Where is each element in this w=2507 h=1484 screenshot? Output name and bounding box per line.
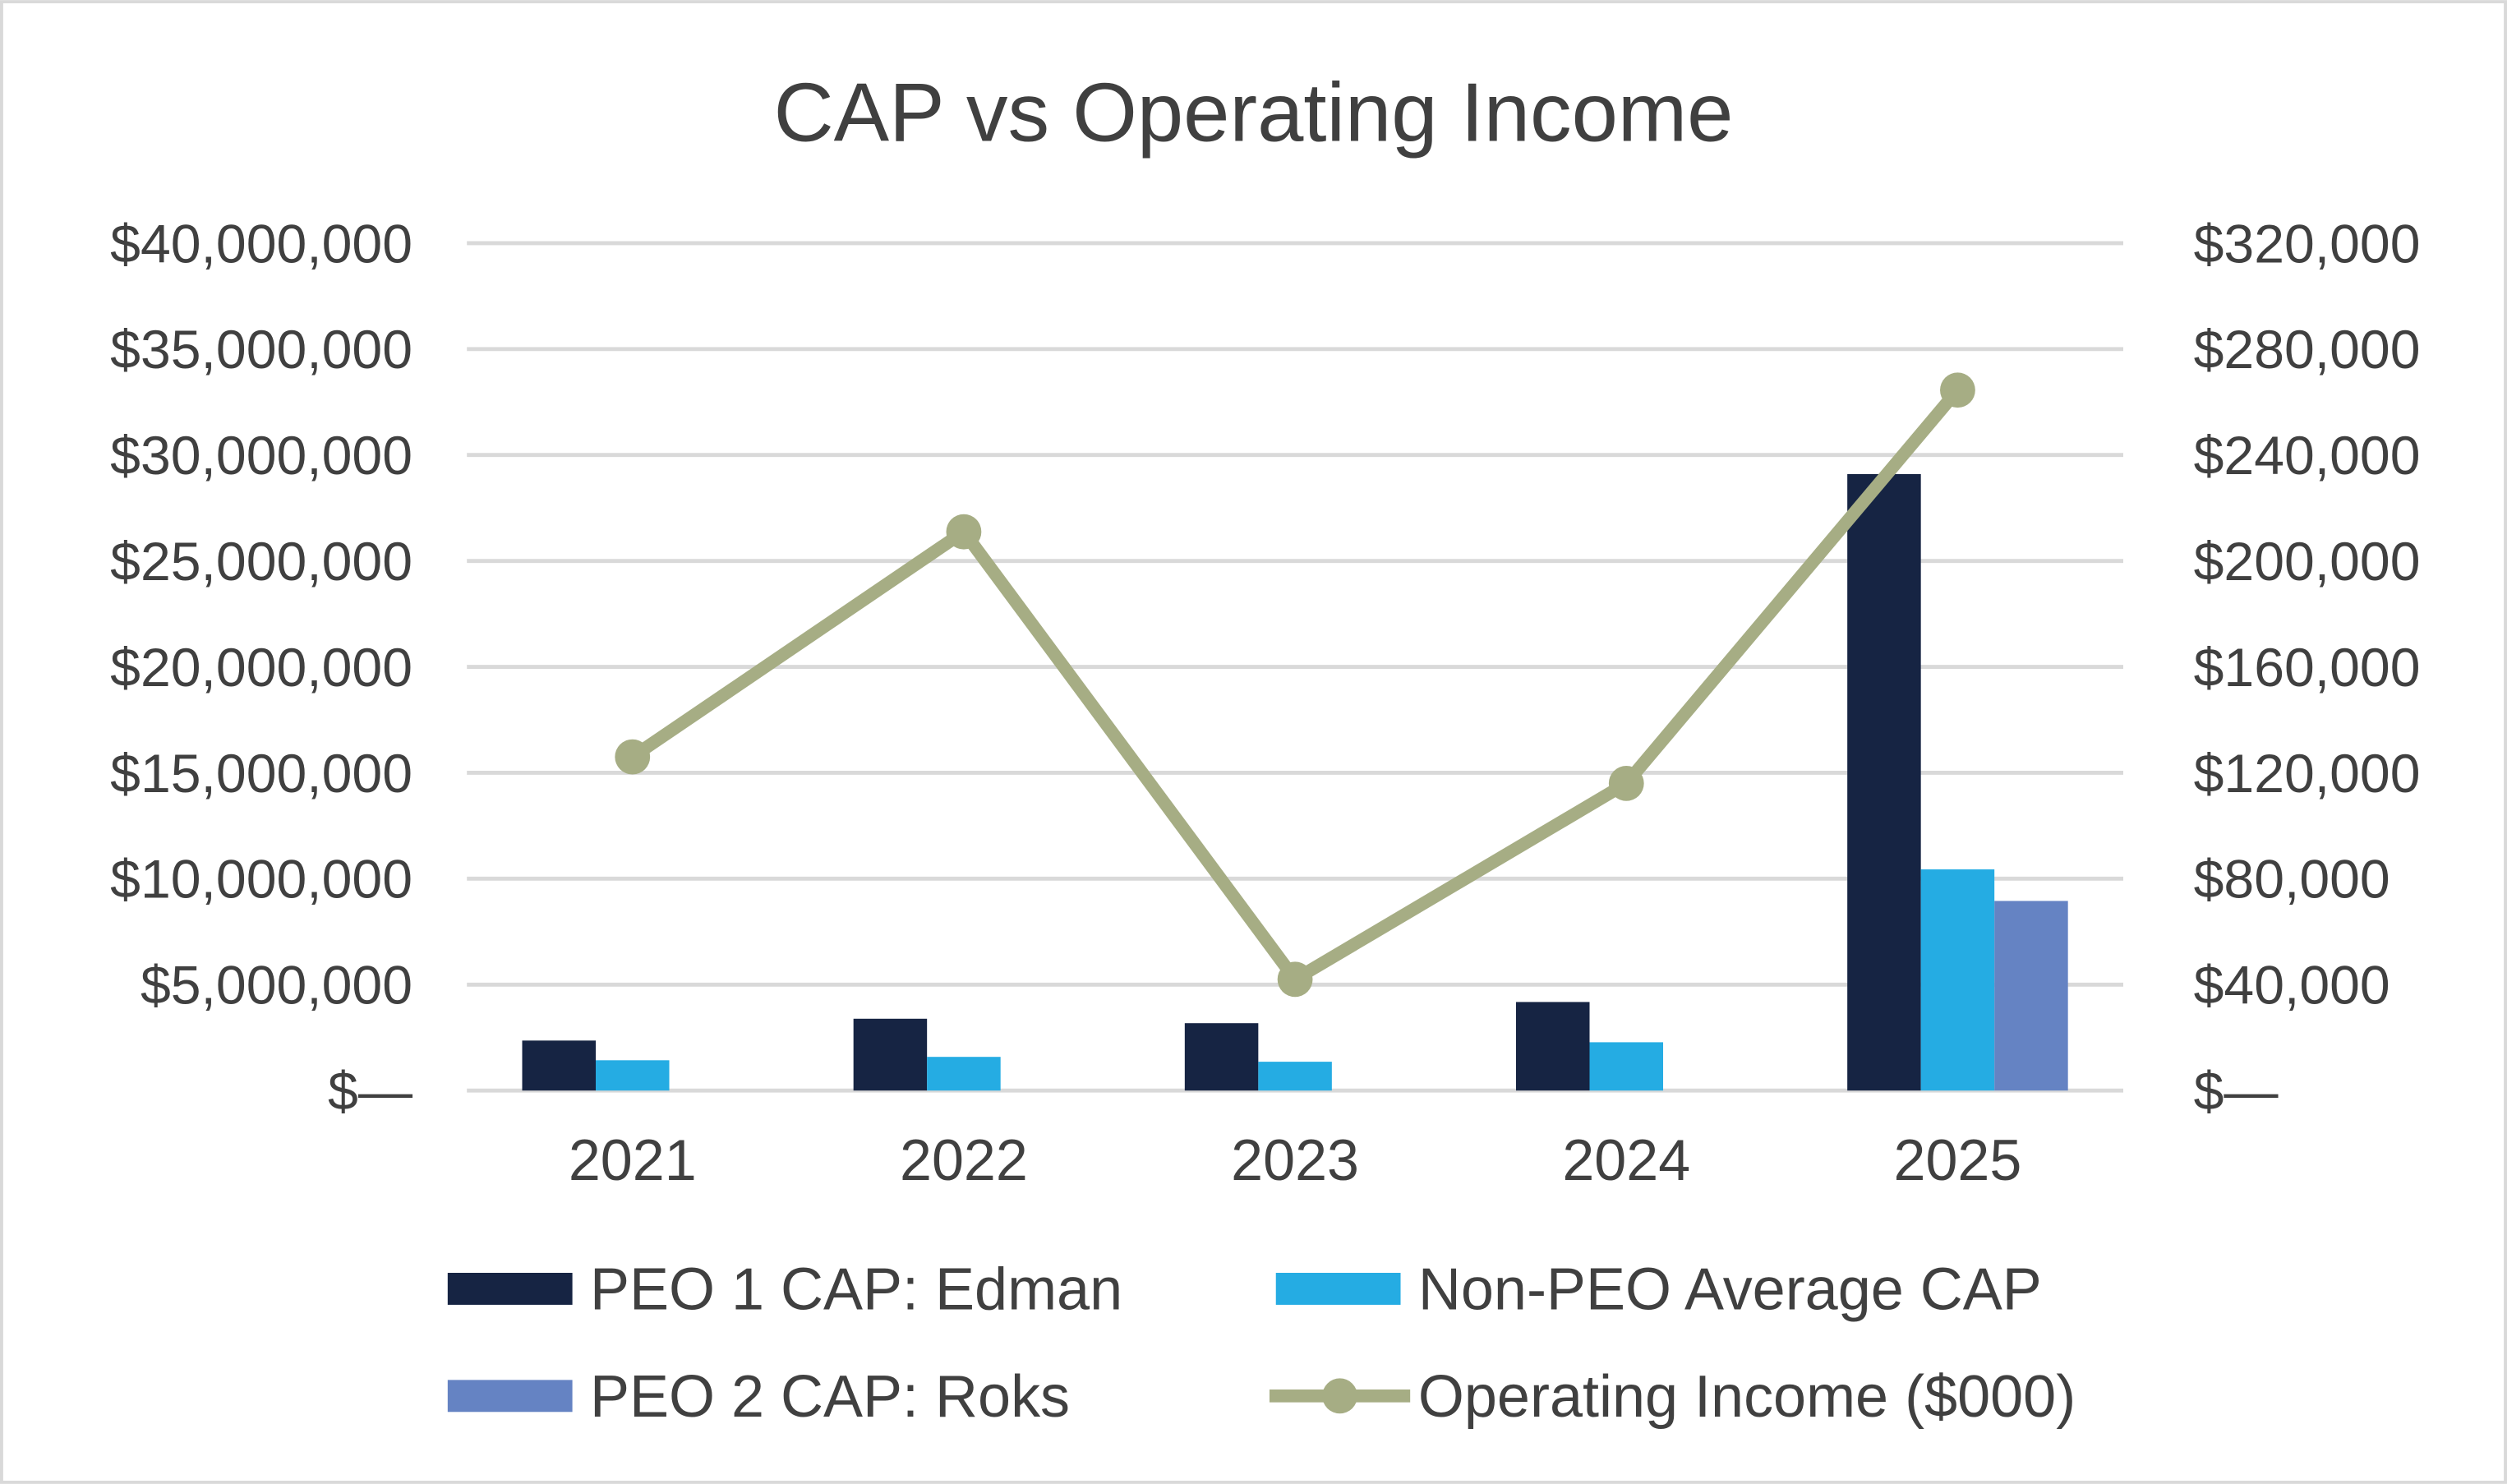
x-tick-label: 2022 xyxy=(900,1128,1028,1192)
y-right-tick-label: $280,000 xyxy=(2194,320,2421,380)
bar xyxy=(1258,1062,1332,1091)
line-marker xyxy=(615,739,651,775)
legend-label: Non-PEO Average CAP xyxy=(1418,1257,2042,1323)
bar xyxy=(1184,1023,1259,1091)
y-left-tick-label: $25,000,000 xyxy=(110,532,412,592)
y-left-tick-label: $30,000,000 xyxy=(110,426,412,486)
y-right-tick-label: $80,000 xyxy=(2194,850,2390,910)
y-right-tick-label: $— xyxy=(2194,1062,2279,1122)
y-left-tick-label: $35,000,000 xyxy=(110,320,412,380)
x-tick-label: 2021 xyxy=(569,1128,697,1192)
x-tick-label: 2025 xyxy=(1894,1128,2022,1192)
x-tick-label: 2023 xyxy=(1231,1128,1359,1192)
bar xyxy=(853,1018,928,1091)
legend-swatch xyxy=(1275,1273,1401,1305)
bar xyxy=(522,1040,597,1091)
legend-label: PEO 1 CAP: Edman xyxy=(590,1257,1122,1323)
legend-swatch xyxy=(447,1273,573,1305)
chart-title: CAP vs Operating Income xyxy=(774,66,1734,159)
y-right-tick-label: $160,000 xyxy=(2194,638,2421,698)
y-right-tick-label: $120,000 xyxy=(2194,744,2421,804)
legend-swatch-marker xyxy=(1322,1378,1357,1414)
bar xyxy=(1920,869,1995,1091)
y-left-tick-label: $15,000,000 xyxy=(110,744,412,804)
y-right-tick-label: $200,000 xyxy=(2194,532,2421,592)
y-right-tick-label: $240,000 xyxy=(2194,426,2421,486)
bar xyxy=(1589,1042,1664,1091)
line-marker xyxy=(946,514,982,550)
line-marker xyxy=(1608,765,1644,801)
bar xyxy=(596,1060,670,1091)
line-marker xyxy=(1940,372,1975,408)
y-left-tick-label: $20,000,000 xyxy=(110,638,412,698)
bar xyxy=(1994,901,2068,1091)
legend-swatch xyxy=(447,1380,573,1413)
y-right-tick-label: $320,000 xyxy=(2194,214,2421,274)
y-left-tick-label: $40,000,000 xyxy=(110,214,412,274)
legend-label: PEO 2 CAP: Roks xyxy=(590,1364,1070,1430)
y-left-tick-label: $10,000,000 xyxy=(110,850,412,910)
bar xyxy=(1515,1002,1590,1091)
y-left-tick-label: $5,000,000 xyxy=(141,956,412,1016)
x-tick-label: 2024 xyxy=(1562,1128,1690,1192)
legend-label: Operating Income ($000) xyxy=(1418,1364,2076,1430)
y-left-tick-label: $— xyxy=(328,1062,413,1122)
bar xyxy=(1847,473,1921,1091)
line-marker xyxy=(1277,961,1313,998)
bar xyxy=(927,1057,1001,1091)
y-right-tick-label: $40,000 xyxy=(2194,956,2390,1016)
